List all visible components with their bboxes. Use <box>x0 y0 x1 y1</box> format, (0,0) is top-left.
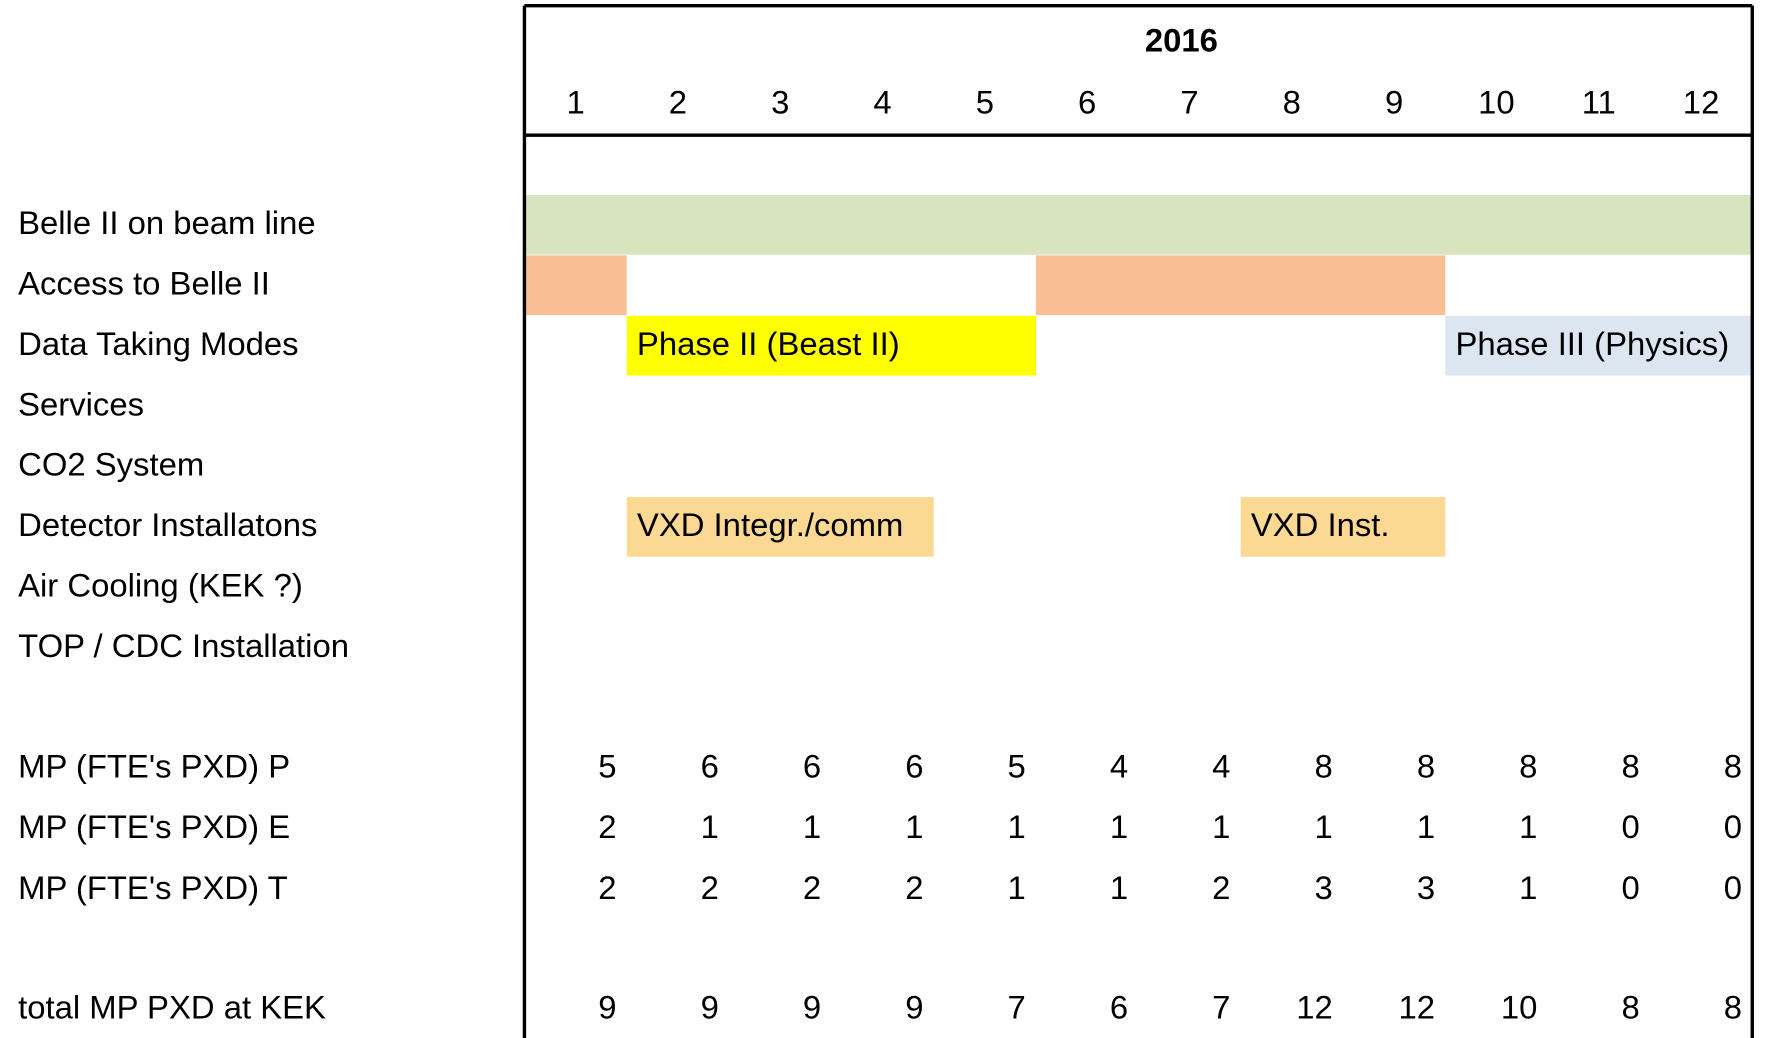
month: 8 <box>1283 84 1301 121</box>
cell-value: 3 <box>1417 869 1435 906</box>
cell-value: 3 <box>1315 869 1333 906</box>
row-label: Detector Installatons <box>18 506 317 543</box>
cell-value: 1 <box>1008 808 1026 845</box>
cell-value: 2 <box>598 869 616 906</box>
bar <box>626 315 1037 376</box>
cell-value: 0 <box>1724 808 1742 845</box>
row-label: MP (FTE's PXD) P <box>18 747 290 784</box>
cell-value: 8 <box>1417 747 1435 784</box>
cell-value: 1 <box>1110 808 1128 845</box>
cell-value: 1 <box>1110 869 1128 906</box>
cell-value: 1 <box>803 808 821 845</box>
row-label: Air Cooling (KEK ?) <box>18 567 303 604</box>
bar <box>626 497 934 557</box>
row-label: MP (FTE's PXD) E <box>18 808 290 845</box>
cell-value: 4 <box>1110 747 1128 784</box>
month: 4 <box>873 84 891 121</box>
cell-value: 4 <box>1212 747 1230 784</box>
cell-value: 9 <box>701 989 719 1026</box>
cell-value: 8 <box>1519 747 1537 784</box>
cell-value: 8 <box>1724 989 1742 1026</box>
cell-value: 2 <box>1212 869 1230 906</box>
row-label: Access to Belle II <box>18 265 270 302</box>
month: 9 <box>1385 84 1403 121</box>
bar <box>1445 315 1753 376</box>
year: 2016 <box>1145 22 1218 59</box>
month: 7 <box>1180 84 1198 121</box>
month: 10 <box>1478 84 1515 121</box>
bar-label: VXD Inst. <box>1251 506 1390 543</box>
cell-value: 8 <box>1621 747 1639 784</box>
cell-value: 2 <box>701 869 719 906</box>
cell-value: 2 <box>803 869 821 906</box>
cell-value: 9 <box>803 989 821 1026</box>
month: 1 <box>566 84 584 121</box>
cell-value: 1 <box>1008 869 1026 906</box>
cell-value: 1 <box>1417 808 1435 845</box>
cell-value: 12 <box>1399 989 1436 1026</box>
cell-value: 7 <box>1212 989 1230 1026</box>
cell-value: 7 <box>1008 989 1026 1026</box>
month: 3 <box>771 84 789 121</box>
cell-value: 1 <box>905 808 923 845</box>
cell-value: 2 <box>598 808 616 845</box>
row-label: Data Taking Modes <box>18 325 298 362</box>
cell-value: 0 <box>1621 869 1639 906</box>
row-label: Belle II on beam line <box>18 204 315 241</box>
cell-value: 6 <box>1110 989 1128 1026</box>
row-label: MP (FTE's PXD) T <box>18 869 288 906</box>
cell-value: 8 <box>1315 747 1333 784</box>
cell-value: 6 <box>905 747 923 784</box>
month: 5 <box>976 84 994 121</box>
bar <box>524 194 1753 255</box>
month: 2 <box>669 84 687 121</box>
cell-value: 8 <box>1724 747 1742 784</box>
cell-value: 2 <box>905 869 923 906</box>
cell-value: 1 <box>1519 869 1537 906</box>
cell-value: 1 <box>701 808 719 845</box>
bar-label: VXD Integr./comm <box>637 506 903 543</box>
month: 12 <box>1683 84 1720 121</box>
month: 6 <box>1078 84 1096 121</box>
cell-value: 1 <box>1212 808 1230 845</box>
bar-label: Phase II (Beast II) <box>637 325 900 362</box>
month: 11 <box>1582 84 1616 121</box>
bar <box>524 255 627 316</box>
cell-value: 9 <box>598 989 616 1026</box>
row-label: CO2 System <box>18 446 204 483</box>
row-label: TOP / CDC Installation <box>18 627 349 664</box>
cell-value: 8 <box>1621 989 1639 1026</box>
cell-value: 5 <box>1008 747 1026 784</box>
cell-value: 5 <box>598 747 616 784</box>
bars <box>524 194 1753 557</box>
bar-label: Phase III (Physics) <box>1455 325 1729 362</box>
bar <box>1036 255 1446 316</box>
cell-value: 12 <box>1296 989 1333 1026</box>
cell-value: 0 <box>1724 869 1742 906</box>
bar <box>1240 497 1446 557</box>
cell-value: 6 <box>701 747 719 784</box>
cell-value: 1 <box>1519 808 1537 845</box>
cell-value: 9 <box>905 989 923 1026</box>
cell-value: 6 <box>803 747 821 784</box>
row-label: Services <box>18 385 144 422</box>
cell-value: 0 <box>1621 808 1639 845</box>
cell-value: 10 <box>1501 989 1538 1026</box>
row-label: total MP PXD at KEK <box>18 989 326 1026</box>
cell-value: 1 <box>1315 808 1333 845</box>
